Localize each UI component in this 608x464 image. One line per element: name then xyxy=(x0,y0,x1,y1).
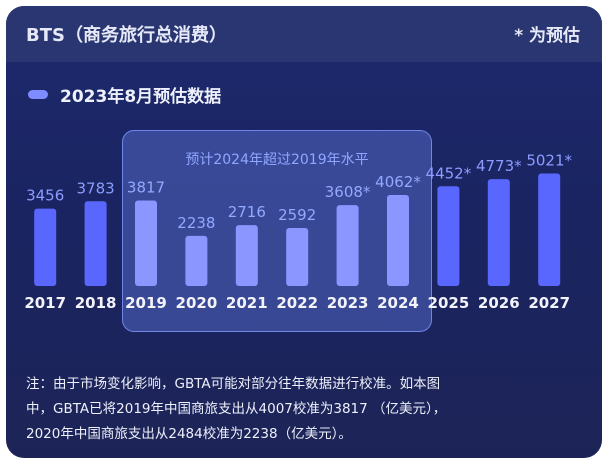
bar-2025 xyxy=(437,186,460,286)
category-label-2027: 2027 xyxy=(528,294,570,312)
header-bar: BTS（商务旅行总消费） * 为预估 xyxy=(6,6,602,62)
value-label-2022: 2592 xyxy=(278,206,316,224)
bar-2023 xyxy=(336,205,359,286)
footnote-line-1: 注：由于市场变化影响，GBTA可能对部分往年数据进行校准。如本图 xyxy=(26,376,441,392)
bar-2022 xyxy=(286,227,309,286)
category-label-2023: 2023 xyxy=(327,294,369,312)
category-label-2019: 2019 xyxy=(125,294,167,312)
bar-2019 xyxy=(135,200,157,286)
value-label-2018: 3783 xyxy=(77,179,115,197)
category-label-2017: 2017 xyxy=(24,294,66,312)
chart-title: BTS（商务旅行总消费） xyxy=(26,25,227,46)
category-label-2024: 2024 xyxy=(377,294,419,312)
legend-label: 2023年8月预估数据 xyxy=(60,87,222,107)
value-label-2025: 4452* xyxy=(426,164,472,182)
footnote-line-3: 2020年中国商旅支出从2484校准为2238（亿美元）。 xyxy=(26,426,352,442)
value-label-2023: 3608* xyxy=(325,183,371,201)
value-label-2027: 5021* xyxy=(526,152,572,170)
bar-2018 xyxy=(84,201,107,286)
category-label-2022: 2022 xyxy=(276,294,318,312)
category-label-2020: 2020 xyxy=(176,294,218,312)
bar-2026 xyxy=(487,179,510,286)
category-label-2025: 2025 xyxy=(428,294,470,312)
category-label-2018: 2018 xyxy=(75,294,117,312)
legend-swatch xyxy=(28,90,48,99)
value-label-2020: 2238 xyxy=(177,214,215,232)
bar-2021 xyxy=(235,225,258,286)
value-label-2019: 3817 xyxy=(127,178,165,196)
bar-2020 xyxy=(185,235,208,286)
category-label-2021: 2021 xyxy=(226,294,268,312)
highlight-label: 预计2024年超过2019年水平 xyxy=(185,152,369,168)
highlight-region: 预计2024年超过2019年水平 xyxy=(122,130,432,332)
value-label-2021: 2716 xyxy=(228,203,266,221)
bar-chart: 3456 2017 3783 2018 3817 2019 2238 2020 2716 2021… xyxy=(24,152,572,312)
value-label-2024: 4062* xyxy=(375,173,421,191)
category-label-2026: 2026 xyxy=(478,294,520,312)
footnote-line-2: 中，GBTA已将2019年中国商旅支出从4007校准为3817 （亿美元）， xyxy=(26,401,447,417)
value-label-2026: 4773* xyxy=(476,157,522,175)
bar-2017 xyxy=(34,208,57,286)
bar-2027 xyxy=(538,173,561,286)
chart-card: BTS（商务旅行总消费） * 为预估 2023年8月预估数据 预计2024年超过… xyxy=(6,6,602,458)
bar-2024 xyxy=(387,195,409,286)
footnote: 注：由于市场变化影响，GBTA可能对部分往年数据进行校准。如本图 中，GBTA已… xyxy=(26,372,582,447)
value-label-2017: 3456 xyxy=(26,187,64,205)
estimate-note: * 为预估 xyxy=(514,26,580,46)
